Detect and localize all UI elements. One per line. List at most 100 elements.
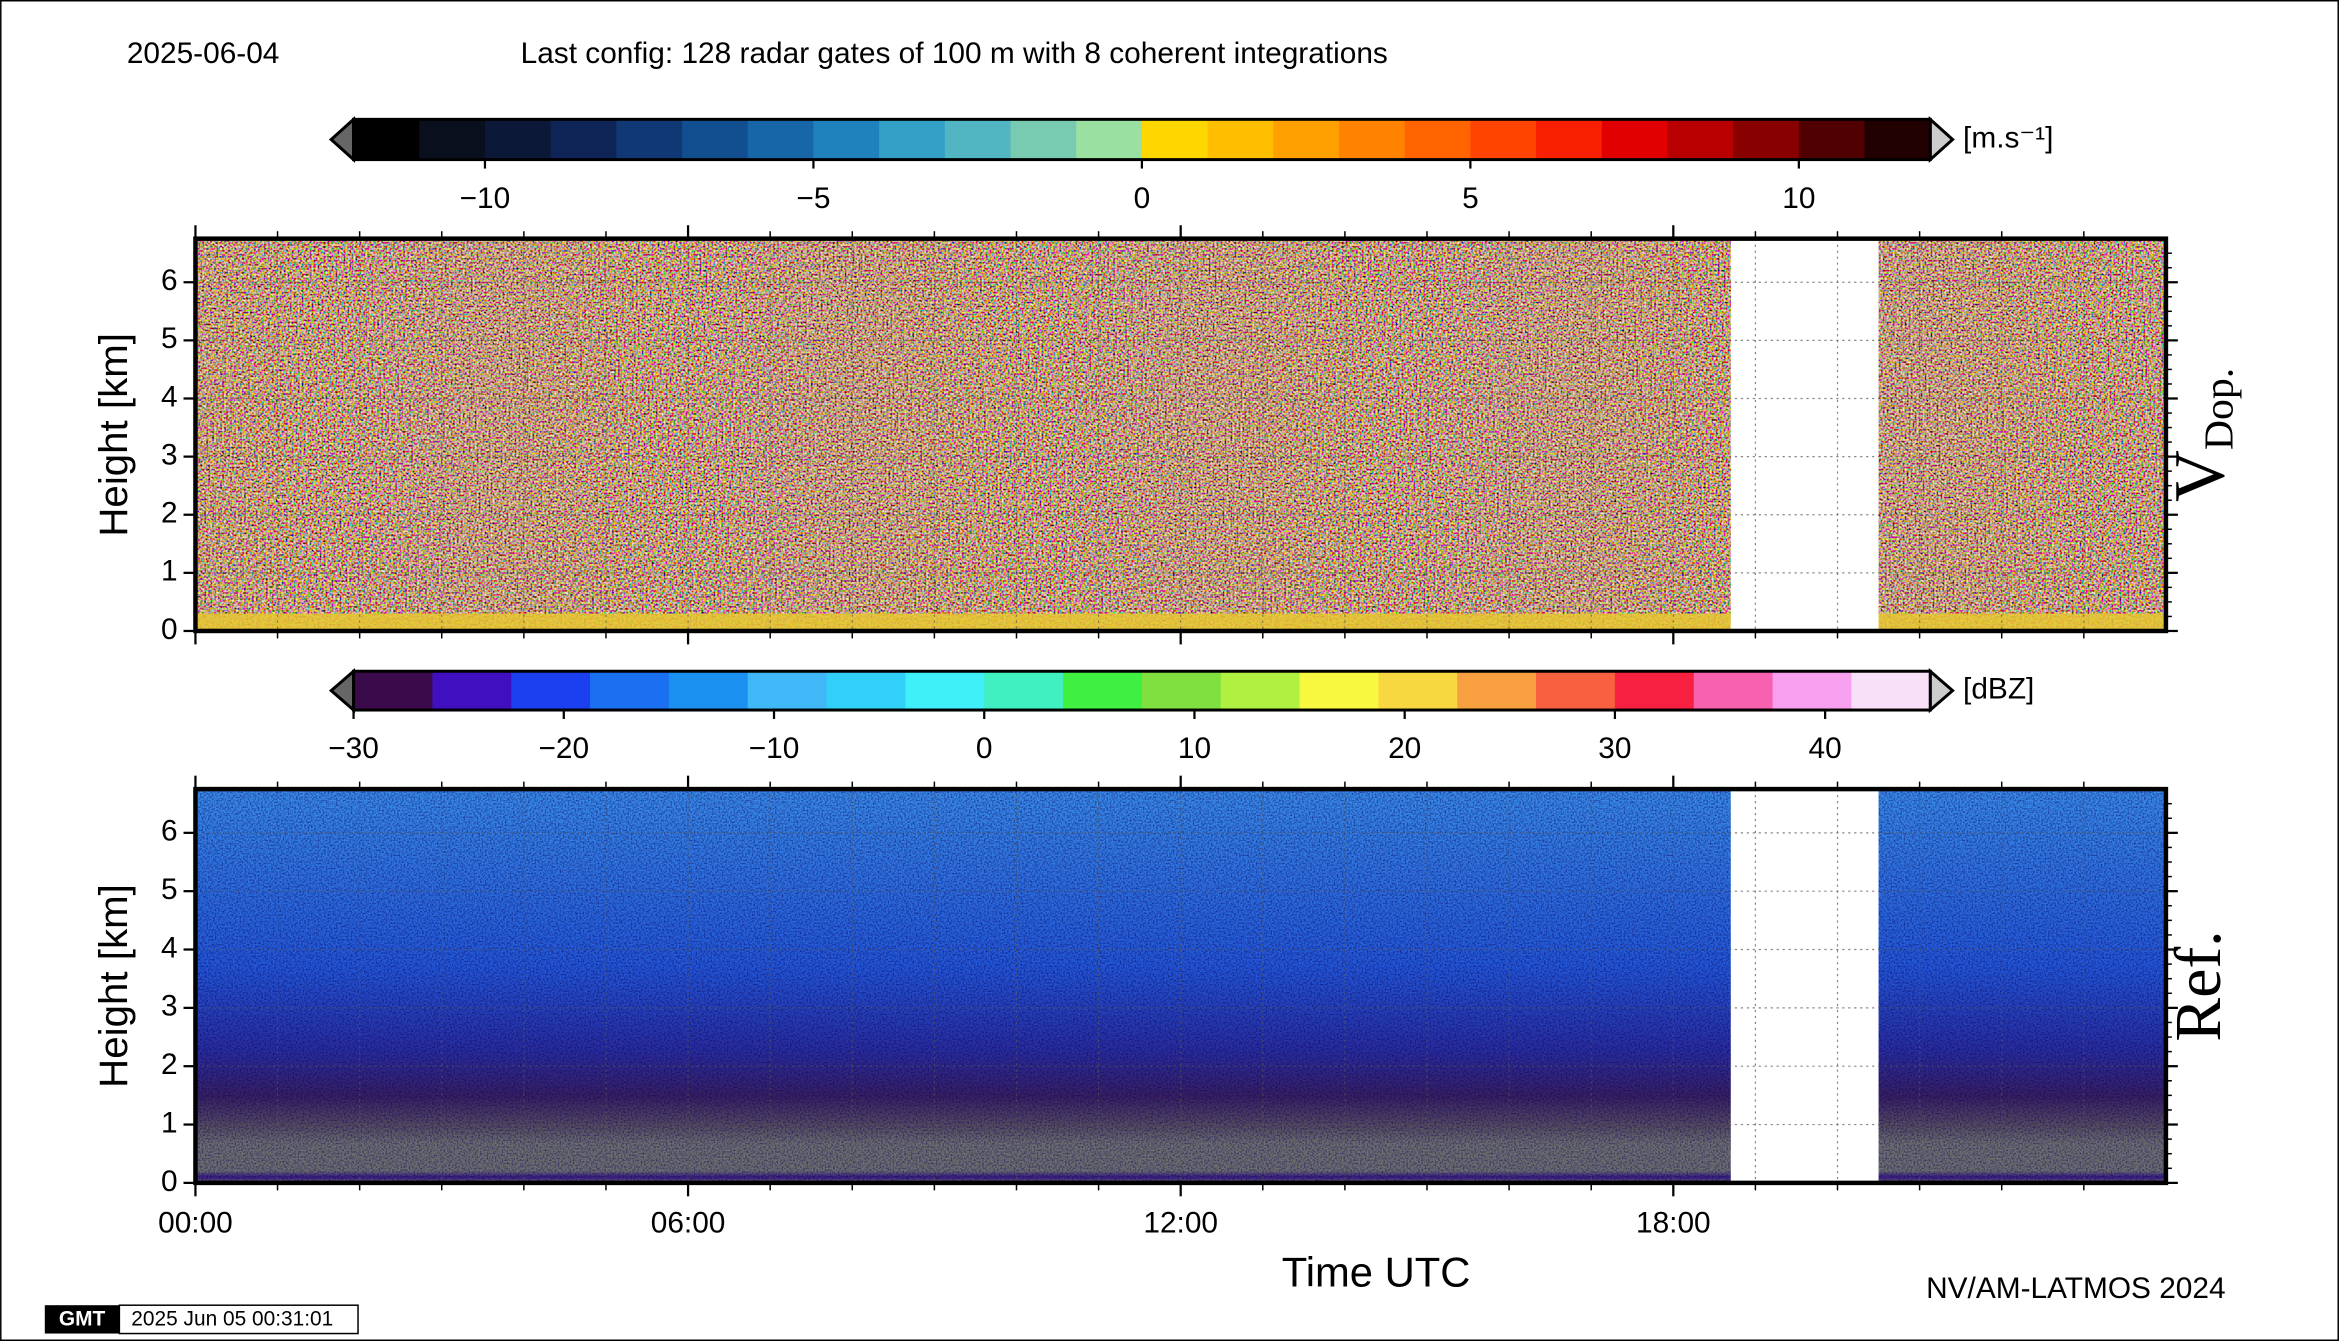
colorbar-bin [1536,671,1616,711]
y-tick-label: 2 [161,1048,178,1081]
y-tick-label: 2 [161,497,178,530]
stamp-box [118,1304,359,1335]
colorbar-bin [1273,119,1340,160]
colorbar-bin [1614,671,1695,711]
colorbar-tick-label: −20 [538,732,589,765]
y-tick-label: 4 [161,380,178,413]
colorbar-unit: [dBZ] [1963,673,2034,706]
colorbar-bin [1299,671,1380,711]
y-tick-label: 3 [161,990,178,1023]
colorbar-extend [1928,667,1955,714]
y-tick-label: 5 [161,322,178,355]
colorbar-extend [328,667,356,714]
y-tick-label: 3 [161,438,178,471]
colorbar-bin [813,119,880,160]
colorbar-extend [328,115,356,163]
colorbar-bin [432,671,512,711]
colorbar-bin [1141,671,1222,711]
colorbar-tick-label: 5 [1462,182,1479,215]
colorbar-bin [1076,119,1143,160]
logo-box [44,1305,120,1334]
colorbar-bin [984,671,1064,711]
colorbar-extend [1928,115,1955,163]
y-axis-label: Height [km] [91,333,136,537]
colorbar-bin [747,671,828,711]
x-tick-label: 00:00 [158,1207,233,1240]
colorbar-bin [484,119,552,160]
colorbar-tick-label: 10 [1178,732,1211,765]
y-tick-label: 0 [161,1165,178,1198]
colorbar-bin [668,671,749,711]
colorbar-bin [1010,119,1077,160]
colorbar-tick-label: 40 [1809,732,1842,765]
colorbar-tick-label: −10 [749,732,800,765]
panel-label: VDop. [2161,368,2242,502]
colorbar-bin [1338,119,1406,160]
colorbar-tick-label: 20 [1388,732,1421,765]
panel-label-main: V [2161,450,2240,502]
colorbar-bin [826,671,907,711]
colorbar-bin [1378,671,1458,711]
colorbar-bin [616,119,683,160]
colorbar-bin [1404,119,1472,160]
colorbar-bin [1798,119,1866,160]
x-axis-label: Time UTC [1282,1248,1471,1295]
colorbar-tick-label: 0 [976,732,993,765]
colorbar-bin [1470,119,1537,160]
colorbar-bin [1063,671,1143,711]
colorbar-bin [1733,119,1800,160]
no-data [1730,789,1879,1183]
colorbar-frame [352,669,1932,712]
colorbar-bin [1220,671,1301,711]
panel-label-sub: Dop. [2196,368,2242,450]
colorbar-bin [419,119,486,160]
y-axis-label: Height [km] [91,884,136,1088]
y-tick-label: 4 [161,931,178,964]
colorbar-bin [550,119,618,160]
colorbar-bin [1457,671,1537,711]
y-tick-label: 6 [161,815,178,848]
gmt-stamp: GMT 2025 Jun 05 00:31:01 [44,1304,359,1335]
colorbar-tick-label: −30 [328,732,379,765]
colorbar-bin [353,671,434,711]
colorbar-bin [1864,119,1931,160]
colorbar-tick-label: −5 [796,182,830,215]
timestamp: 2025 Jun 05 00:31:01 [131,1308,333,1331]
x-tick-label: 12:00 [1143,1207,1218,1240]
colorbar-bin [1693,671,1774,711]
colorbar-bin [353,119,421,160]
config: Last config: 128 radar gates of 100 m wi… [521,37,1388,70]
colorbar-bin [1601,119,1669,160]
colorbar-bin [1207,119,1275,160]
colorbar-bin [1772,671,1853,711]
colorbar-bin [590,671,670,711]
colorbar-bin [1141,119,1209,160]
colorbar-bin [1667,119,1734,160]
colorbar-tick-label: 30 [1598,732,1631,765]
y-tick-label: 1 [161,1106,178,1139]
colorbar-bin [879,119,946,160]
credit: NV/AM-LATMOS 2024 [1926,1272,2225,1305]
colorbar-bin [682,119,749,160]
no-data [1730,238,1879,631]
colorbar-tick-label: 10 [1782,182,1815,215]
colorbar-tick-label: 0 [1134,182,1151,215]
y-tick-label: 1 [161,555,178,588]
colorbar-bin [944,119,1012,160]
logo: GMT [59,1308,106,1331]
colorbar-bin [747,119,815,160]
colorbar-bin [905,671,985,711]
colorbar-bin [1536,119,1603,160]
x-tick-label: 18:00 [1636,1207,1711,1240]
colorbar-unit: [m.s⁻¹] [1963,121,2053,154]
x-tick-label: 06:00 [651,1207,726,1240]
panel-label: Ref. [2163,930,2235,1041]
y-tick-label: 5 [161,873,178,906]
colorbar-bin [511,671,591,711]
y-tick-label: 6 [161,264,178,297]
date: 2025-06-04 [127,37,280,70]
y-tick-label: 0 [161,613,178,646]
colorbar-bin [1851,671,1931,711]
